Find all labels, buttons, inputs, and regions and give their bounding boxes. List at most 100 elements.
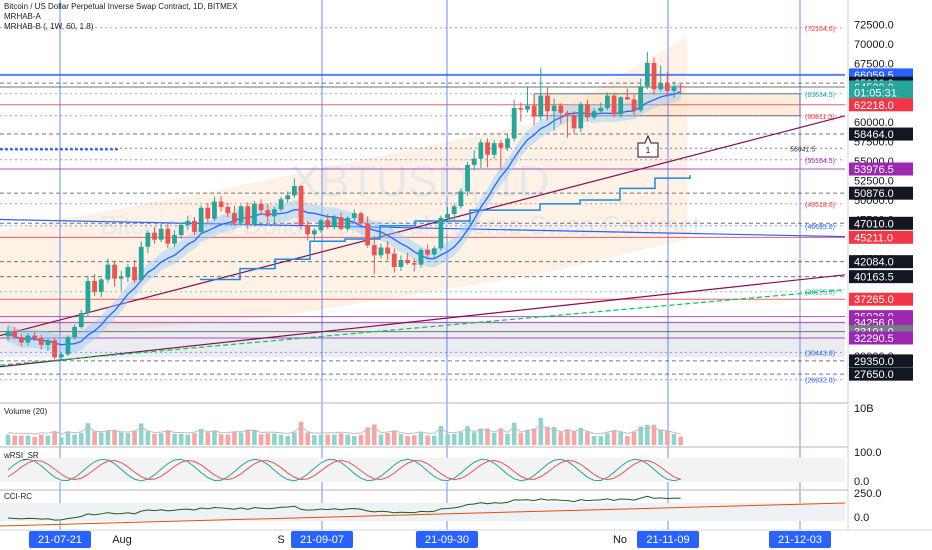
candle-body-71	[478, 142, 484, 159]
candle-body-36	[245, 206, 251, 225]
indicator-mrhab-a[interactable]: MRHAB-A	[4, 12, 41, 21]
candle-body-12	[85, 281, 91, 313]
y-tick-2: 67500.0	[854, 59, 894, 71]
x-label-7: 21-12-03	[778, 534, 822, 546]
volume-bar-14	[98, 432, 104, 445]
candle-body-92	[618, 97, 624, 115]
candle-body-69	[465, 164, 470, 192]
candle-body-55	[371, 245, 377, 256]
candle-body-25	[172, 235, 177, 244]
candle-body-54	[365, 223, 371, 246]
candle-body-99	[664, 83, 670, 91]
volume-bar-85	[571, 431, 577, 445]
candle-body-4	[32, 335, 38, 338]
volume-bar-15	[105, 430, 111, 445]
chart-title: Bitcoin / US Dollar Perpetual Inverse Sw…	[4, 2, 238, 11]
volume-bar-9	[65, 432, 71, 445]
volume-bar-54	[365, 427, 370, 445]
candle-body-65	[438, 217, 444, 249]
x-label-1: Aug	[112, 534, 132, 546]
candle-body-38	[258, 203, 264, 211]
y-tick-5: 60000.0	[854, 117, 894, 129]
candle-body-0	[5, 330, 11, 337]
volume-bar-27	[185, 434, 191, 445]
level-annotation-6: (46695.0)	[805, 224, 835, 231]
volume-bar-65	[438, 425, 444, 445]
watermark-symbol: XBTUSD, 1D	[290, 157, 549, 206]
callout-text: 1	[646, 146, 651, 155]
trend-line-blue	[0, 218, 846, 238]
indicator-mrhab-b[interactable]: MRHAB-B (, 1W, 60, 1.8)	[4, 22, 94, 31]
x-label-4: 21-09-30	[425, 534, 469, 546]
volume-bar-82	[551, 427, 557, 445]
candle-body-66	[445, 214, 450, 218]
level-annotation-1: (63634.5)	[805, 92, 835, 99]
volume-bar-22	[152, 433, 157, 445]
candle-body-47	[318, 220, 324, 231]
price-label-3: 01:05:31	[854, 87, 897, 99]
candle-body-13	[92, 281, 97, 292]
volume-bar-57	[385, 432, 390, 445]
volume-bar-81	[545, 426, 550, 445]
x-label-5: No	[613, 534, 627, 546]
volume-bar-36	[245, 429, 251, 445]
candle-body-24	[165, 228, 171, 244]
candle-body-74	[498, 143, 504, 148]
volume-bar-0	[5, 434, 11, 445]
volume-bar-20	[138, 423, 144, 445]
volume-bar-44	[298, 421, 304, 445]
x-label-6: 21-11-09	[646, 534, 689, 546]
volume-bar-61	[411, 435, 417, 445]
volume-bar-3	[25, 435, 31, 445]
level-annotation-9: (26932.0)	[805, 378, 835, 385]
candle-body-16	[112, 264, 117, 279]
candle-body-100	[671, 86, 677, 91]
candle-body-101	[678, 86, 684, 88]
volume-panel-label[interactable]: Volume (20)	[4, 407, 48, 416]
volume-bar-35	[238, 432, 244, 445]
volume-bar-4	[32, 436, 37, 445]
candle-body-28	[192, 221, 197, 232]
candle-body-76	[511, 108, 517, 139]
trend-line-red-lower	[0, 274, 846, 368]
x-label-3: 21-09-07	[300, 534, 344, 546]
candle-body-21	[145, 232, 151, 247]
x-label-bg-7	[769, 531, 831, 548]
volume-bar-90	[605, 433, 610, 445]
cci-panel-label[interactable]: CCI-RC	[4, 492, 32, 501]
trend-line-green	[0, 289, 846, 366]
volume-bar-93	[625, 435, 630, 445]
x-label-2: S	[277, 534, 284, 546]
candle-body-33	[225, 207, 231, 214]
volume-bar-58	[391, 430, 397, 445]
wrsi-panel-label[interactable]: wRSI_SR	[4, 451, 39, 460]
candle-body-94	[631, 99, 637, 111]
price-label-16: 32290.5	[854, 333, 894, 345]
cci-signal	[0, 502, 846, 527]
level-annotation-8: (30443.0)	[805, 350, 835, 357]
candle-body-11	[78, 312, 84, 328]
volume-bar-39	[265, 433, 271, 445]
candle-body-29	[198, 207, 204, 232]
volume-bar-76	[511, 422, 517, 445]
volume-bar-13	[92, 431, 97, 445]
candle-body-52	[351, 213, 357, 218]
candle-body-68	[458, 191, 464, 207]
volume-bar-75	[505, 433, 510, 445]
volume-bar-49	[332, 434, 337, 445]
volume-bar-60	[405, 435, 410, 445]
y-tick-8: 52500.0	[854, 176, 894, 188]
volume-bar-56	[378, 434, 384, 445]
volume-bar-96	[645, 424, 650, 445]
volume-bar-51	[345, 434, 350, 445]
volume-bar-43	[292, 432, 297, 445]
price-label-7: 50876.0	[854, 188, 894, 200]
candle-body-27	[185, 221, 191, 225]
candle-body-97	[651, 62, 657, 90]
candle-body-91	[611, 95, 617, 115]
volume-bar-71	[478, 428, 484, 445]
volume-bar-28	[192, 433, 197, 445]
volume-ma	[7, 423, 681, 435]
volume-bar-2	[19, 435, 24, 445]
